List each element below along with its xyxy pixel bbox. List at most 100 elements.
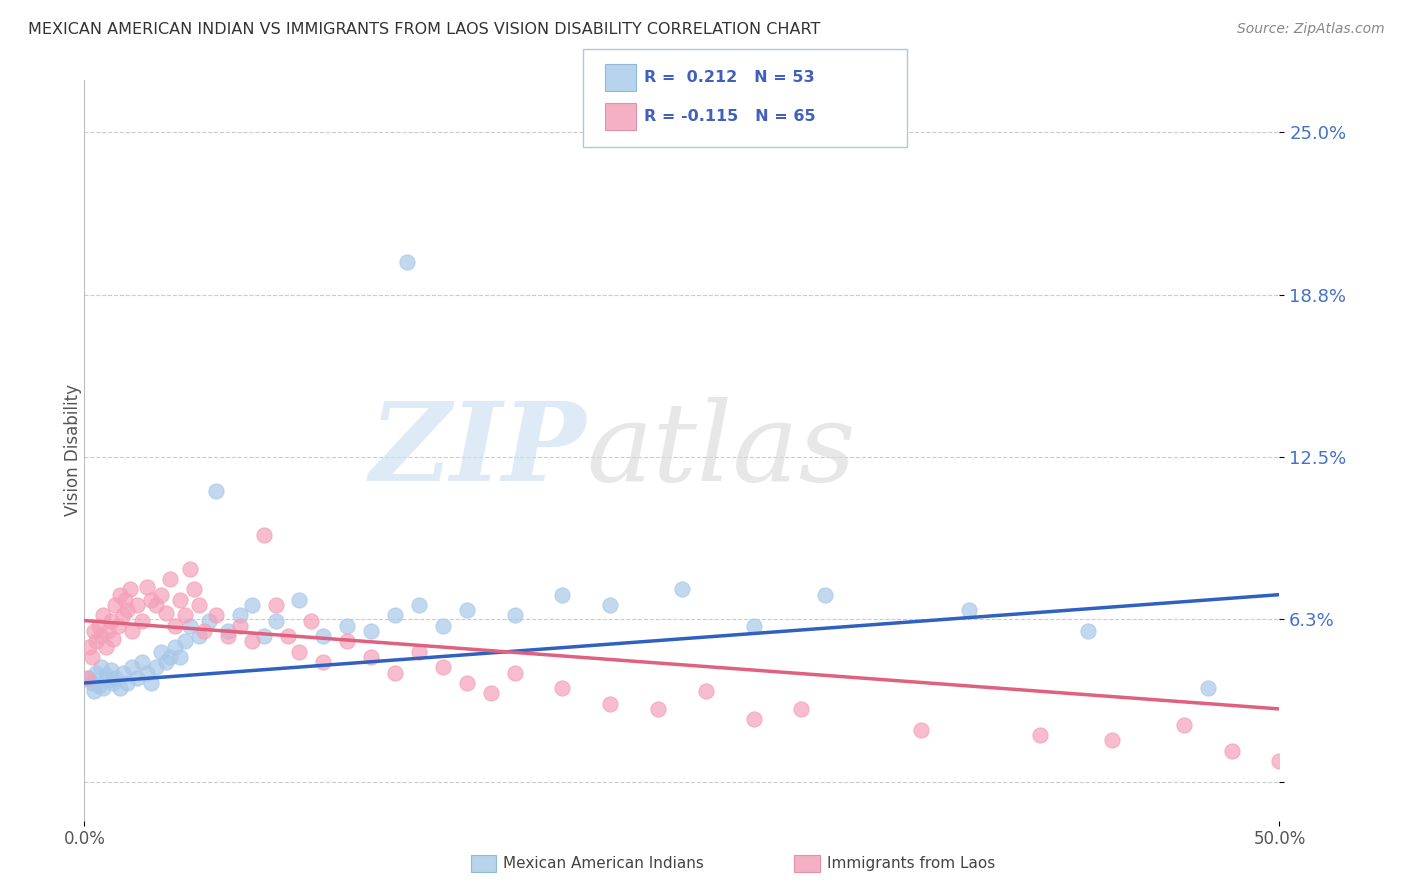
Point bbox=[86, 634, 108, 648]
Point bbox=[80, 676, 103, 690]
Point bbox=[121, 660, 143, 674]
Point bbox=[107, 619, 129, 633]
Point bbox=[110, 588, 132, 602]
Point bbox=[217, 629, 239, 643]
Point bbox=[253, 629, 276, 643]
Y-axis label: Vision Disability: Vision Disability bbox=[65, 384, 82, 516]
Point bbox=[110, 681, 132, 695]
Point bbox=[408, 645, 430, 659]
Point bbox=[159, 650, 181, 665]
Point bbox=[188, 598, 211, 612]
Point bbox=[790, 702, 813, 716]
Point bbox=[695, 683, 717, 698]
Point bbox=[217, 624, 239, 638]
Point bbox=[173, 634, 195, 648]
Point bbox=[1077, 624, 1099, 638]
Point bbox=[131, 614, 153, 628]
Point bbox=[173, 608, 195, 623]
Point bbox=[135, 580, 157, 594]
Point bbox=[264, 598, 287, 612]
Point bbox=[456, 676, 478, 690]
Point bbox=[117, 676, 139, 690]
Point bbox=[671, 582, 693, 597]
Point bbox=[240, 634, 263, 648]
Point bbox=[456, 603, 478, 617]
Point bbox=[957, 603, 980, 617]
Point bbox=[551, 588, 574, 602]
Point bbox=[193, 624, 215, 638]
Point bbox=[288, 645, 311, 659]
Text: R =  0.212   N = 53: R = 0.212 N = 53 bbox=[644, 70, 814, 85]
Point bbox=[277, 629, 299, 643]
Text: Immigrants from Laos: Immigrants from Laos bbox=[827, 856, 995, 871]
Point bbox=[93, 681, 115, 695]
Point bbox=[83, 624, 105, 638]
Point bbox=[90, 660, 112, 674]
Point bbox=[87, 619, 110, 633]
Point bbox=[205, 608, 228, 623]
Point bbox=[117, 603, 139, 617]
Point bbox=[114, 592, 136, 607]
Point bbox=[1101, 733, 1123, 747]
Point bbox=[197, 614, 219, 628]
Point bbox=[336, 619, 359, 633]
Point bbox=[336, 634, 359, 648]
Point bbox=[104, 598, 127, 612]
Point bbox=[111, 608, 134, 623]
Point bbox=[188, 629, 211, 643]
Point bbox=[121, 624, 143, 638]
Point bbox=[742, 619, 765, 633]
Point bbox=[100, 614, 122, 628]
Point bbox=[97, 673, 120, 688]
Point bbox=[145, 598, 167, 612]
Point bbox=[1197, 681, 1219, 695]
Point bbox=[814, 588, 837, 602]
Point bbox=[312, 655, 335, 669]
Point bbox=[149, 645, 172, 659]
Point bbox=[1220, 743, 1243, 757]
Point bbox=[100, 663, 122, 677]
Point bbox=[141, 676, 163, 690]
Point bbox=[141, 592, 163, 607]
Point bbox=[264, 614, 287, 628]
Point bbox=[647, 702, 669, 716]
Point bbox=[599, 697, 621, 711]
Point bbox=[742, 712, 765, 726]
Text: R = -0.115   N = 65: R = -0.115 N = 65 bbox=[644, 110, 815, 124]
Text: ZIP: ZIP bbox=[370, 397, 586, 504]
Point bbox=[183, 582, 205, 597]
Point bbox=[1029, 728, 1052, 742]
Point bbox=[169, 650, 191, 665]
Point bbox=[312, 629, 335, 643]
Point bbox=[384, 665, 406, 680]
Point bbox=[86, 665, 108, 680]
Point bbox=[432, 619, 454, 633]
Point bbox=[229, 619, 252, 633]
Point bbox=[131, 655, 153, 669]
Point bbox=[149, 588, 172, 602]
Point bbox=[169, 592, 191, 607]
Point bbox=[83, 683, 105, 698]
Point bbox=[432, 660, 454, 674]
Point bbox=[179, 562, 201, 576]
Point bbox=[551, 681, 574, 695]
Point bbox=[101, 676, 124, 690]
Point bbox=[104, 671, 127, 685]
Point bbox=[118, 582, 141, 597]
Point bbox=[76, 671, 98, 685]
Text: Source: ZipAtlas.com: Source: ZipAtlas.com bbox=[1237, 22, 1385, 37]
Point bbox=[159, 572, 181, 586]
Text: atlas: atlas bbox=[586, 397, 856, 504]
Point bbox=[155, 606, 177, 620]
Point bbox=[90, 629, 112, 643]
Point bbox=[408, 598, 430, 612]
Point bbox=[503, 608, 526, 623]
Point bbox=[360, 650, 382, 665]
Point bbox=[155, 655, 177, 669]
Point bbox=[479, 686, 502, 700]
Point bbox=[135, 665, 157, 680]
Point bbox=[503, 665, 526, 680]
Point bbox=[101, 632, 124, 646]
Point bbox=[94, 640, 117, 654]
Point bbox=[97, 624, 120, 638]
